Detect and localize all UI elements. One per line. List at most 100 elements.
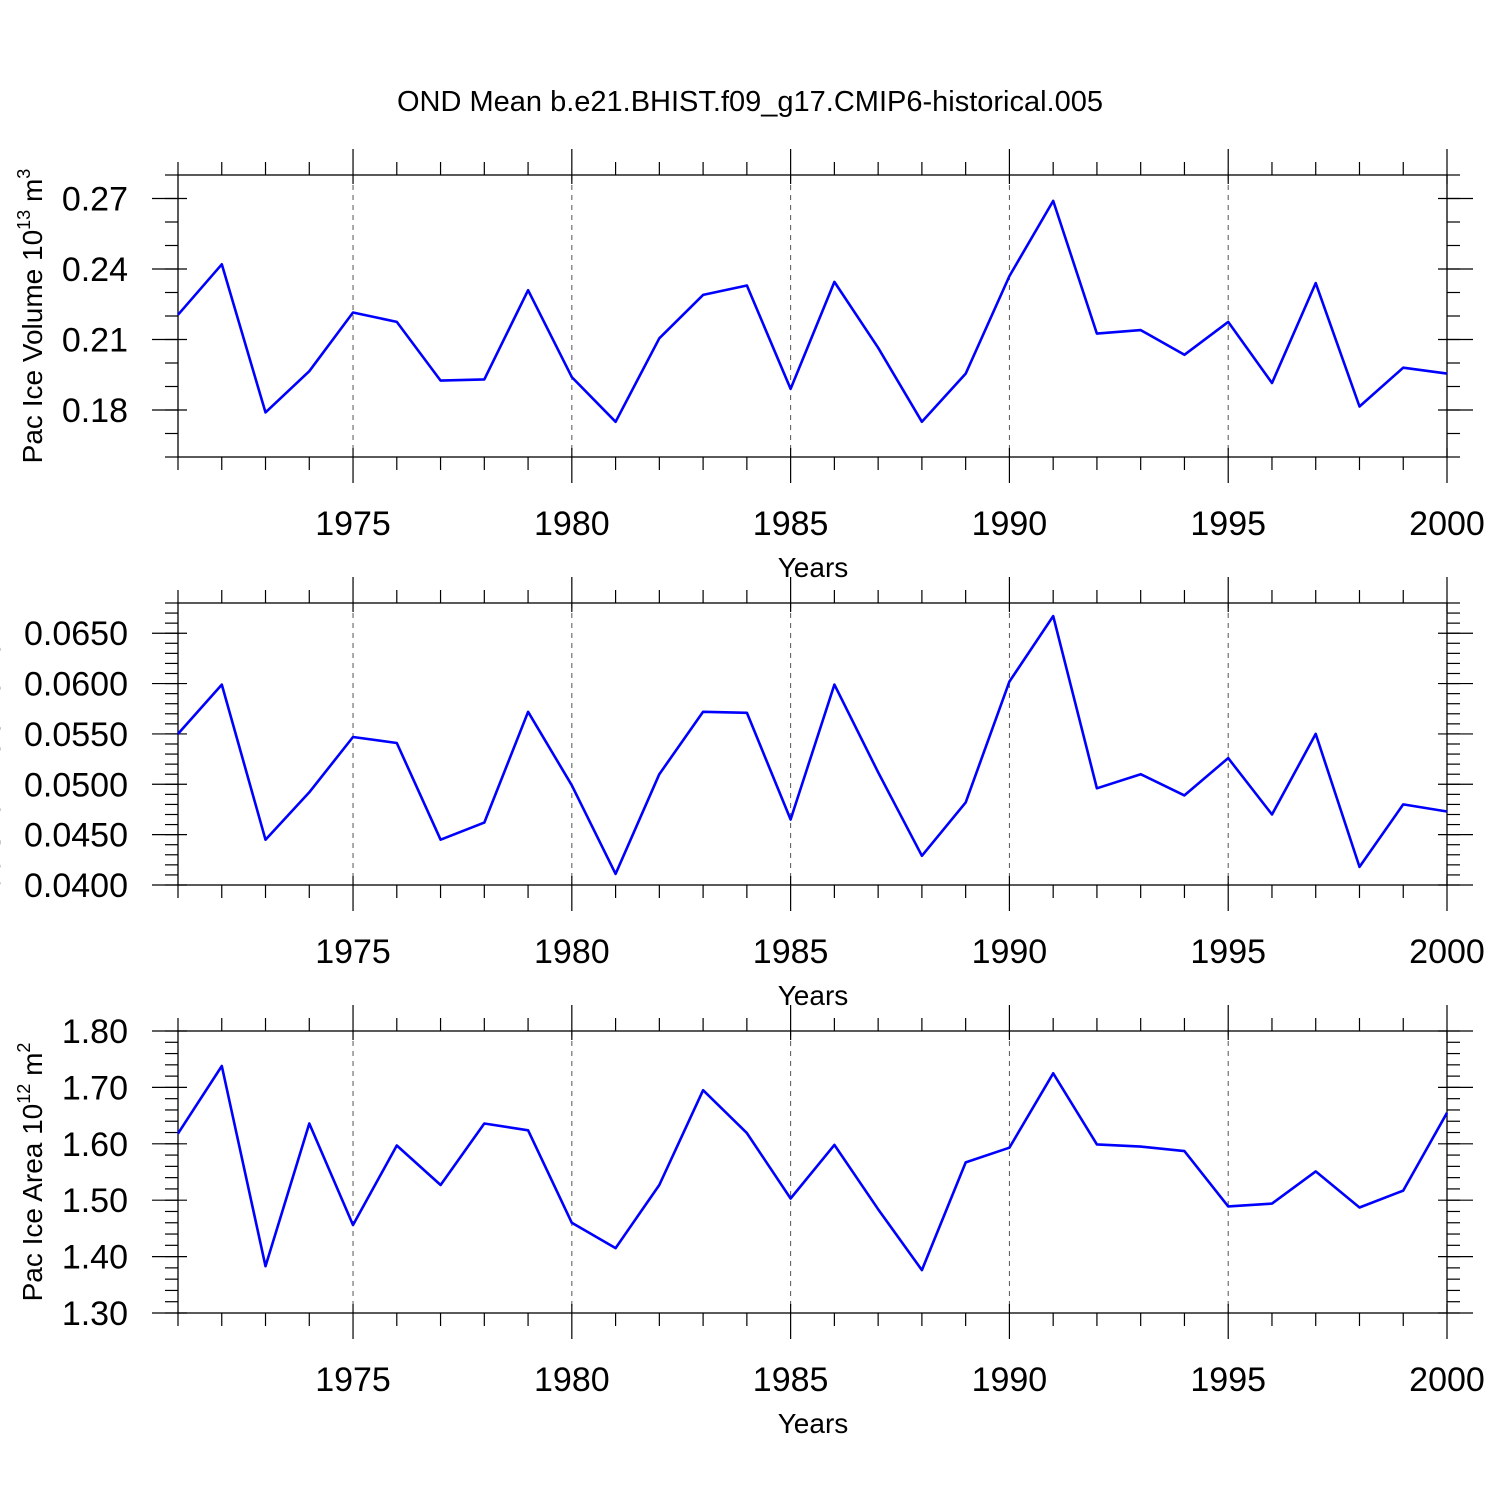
chart-0-point-1981 bbox=[614, 420, 618, 424]
chart-0-series-line bbox=[177, 199, 1448, 424]
chart-2-point-1986 bbox=[832, 1143, 836, 1147]
chart-1-x-tick-label: 1980 bbox=[534, 933, 610, 971]
chart-1-point-1991 bbox=[1051, 614, 1055, 618]
chart-2-x-tick-label: 1985 bbox=[753, 1361, 829, 1399]
chart-0-point-1979 bbox=[526, 288, 530, 292]
chart-1-y-axis-title: Pac Snow Volume 1013 m3 bbox=[0, 580, 6, 907]
chart-2-point-1975 bbox=[351, 1223, 355, 1227]
chart-1-point-1999 bbox=[1401, 802, 1405, 806]
chart-1-x-tick-label: 2000 bbox=[1409, 933, 1485, 971]
chart-2-point-1989 bbox=[964, 1160, 968, 1164]
chart-1-point-1995 bbox=[1226, 756, 1230, 760]
chart-0-point-1984 bbox=[745, 283, 749, 287]
chart-2-point-1971 bbox=[176, 1132, 180, 1136]
chart-1-x-tick-label: 1985 bbox=[753, 933, 829, 971]
chart-0-x-tick-label: 1990 bbox=[972, 505, 1048, 543]
chart-1-point-1971 bbox=[176, 732, 180, 736]
chart-0-point-1972 bbox=[220, 262, 224, 266]
chart-2-point-1992 bbox=[1095, 1142, 1099, 1146]
chart-title: OND Mean b.e21.BHIST.f09_g17.CMIP6-histo… bbox=[397, 86, 1103, 118]
chart-1-point-1985 bbox=[789, 818, 793, 822]
chart-2-point-1988 bbox=[920, 1268, 924, 1272]
chart-0-point-1975 bbox=[351, 310, 355, 314]
chart-0-point-1987 bbox=[876, 346, 880, 350]
chart-0-point-2000 bbox=[1445, 372, 1449, 376]
chart-0-x-tick-label: 1975 bbox=[315, 505, 391, 543]
chart-1-y-tick-label: 0.0400 bbox=[24, 867, 128, 905]
chart-2-x-axis-title: Years bbox=[778, 1408, 849, 1439]
chart-0-y-tick-label: 0.18 bbox=[62, 392, 128, 430]
chart-0-point-1978 bbox=[482, 377, 486, 381]
chart-1-y-tick-label: 0.0600 bbox=[24, 666, 128, 704]
chart-2-point-1994 bbox=[1182, 1149, 1186, 1153]
chart-2-y-tick-label: 1.40 bbox=[62, 1239, 128, 1277]
chart-2-frame bbox=[177, 1030, 1448, 1314]
chart-1-y-tick-label: 0.0500 bbox=[24, 766, 128, 804]
chart-1-point-1984 bbox=[745, 711, 749, 715]
chart-1-x-tick-label: 1995 bbox=[1190, 933, 1266, 971]
chart-0-y-tick-label: 0.27 bbox=[62, 181, 128, 219]
chart-2-point-1991 bbox=[1051, 1071, 1055, 1075]
chart-0-point-1998 bbox=[1357, 404, 1361, 408]
chart-1-point-1987 bbox=[876, 770, 880, 774]
chart-2-point-1974 bbox=[307, 1121, 311, 1125]
chart-2-x-tick-label: 1975 bbox=[315, 1361, 391, 1399]
chart-1-point-1979 bbox=[526, 710, 530, 714]
chart-2-point-1984 bbox=[745, 1131, 749, 1135]
chart-0-point-1980 bbox=[570, 375, 574, 379]
chart-0-point-1994 bbox=[1182, 353, 1186, 357]
chart-1-point-1996 bbox=[1270, 813, 1274, 817]
snow-volume-panel: 0.0400 0.0450 0.0500 0.0550 0.0600 0.0650 1975… bbox=[0, 577, 1485, 1011]
chart-2-x-tick-label: 1980 bbox=[534, 1361, 610, 1399]
chart-1-y-tick-label: 0.0450 bbox=[24, 817, 128, 855]
chart-1-x-tick-label: 1990 bbox=[972, 933, 1048, 971]
ice-area-panel: 1.30 1.40 1.50 1.60 1.70 1.80 1975 1980 1985 1990… bbox=[14, 1005, 1485, 1439]
chart-0-point-1976 bbox=[395, 320, 399, 324]
chart-0-point-1997 bbox=[1314, 281, 1318, 285]
chart-1-point-1974 bbox=[307, 790, 311, 794]
chart-0-x-axis-title: Years bbox=[778, 552, 849, 583]
chart-0-y-tick-label: 0.21 bbox=[62, 322, 128, 360]
chart-0-point-1982 bbox=[657, 336, 661, 340]
ice-volume-panel: 0.18 0.21 0.24 0.27 1975 1980 1985 1990 1995 2000… bbox=[14, 149, 1485, 583]
chart-2-point-1981 bbox=[614, 1246, 618, 1250]
chart-1-point-1989 bbox=[964, 800, 968, 804]
chart-1-y-tick-label: 0.0650 bbox=[24, 615, 128, 653]
chart-2-point-1982 bbox=[657, 1183, 661, 1187]
chart-0-point-1986 bbox=[832, 280, 836, 284]
chart-2-point-1987 bbox=[876, 1207, 880, 1211]
chart-2-y-axis-title: Pac Ice Area 1012 m2 bbox=[14, 1043, 48, 1302]
chart-1-point-1972 bbox=[220, 683, 224, 687]
chart-1-point-2000 bbox=[1445, 809, 1449, 813]
chart-1-point-1983 bbox=[701, 710, 705, 714]
chart-2-x-tick-label: 1995 bbox=[1190, 1361, 1266, 1399]
chart-0-point-1971 bbox=[176, 313, 180, 317]
chart-1-point-1975 bbox=[351, 735, 355, 739]
chart-2-point-1972 bbox=[220, 1064, 224, 1068]
chart-0-point-1989 bbox=[964, 372, 968, 376]
chart-2-y-tick-label: 1.80 bbox=[62, 1013, 128, 1051]
chart-1-point-1982 bbox=[657, 772, 661, 776]
chart-2-point-1980 bbox=[570, 1221, 574, 1225]
chart-1-x-axis-title: Years bbox=[778, 980, 849, 1011]
chart-2-point-1990 bbox=[1007, 1146, 1011, 1150]
chart-1-point-1973 bbox=[264, 838, 268, 842]
chart-1-series-line bbox=[177, 614, 1448, 876]
chart-0-x-tick-label: 1995 bbox=[1190, 505, 1266, 543]
chart-0-y-tick-label: 0.24 bbox=[62, 251, 128, 289]
chart-1-point-1997 bbox=[1314, 732, 1318, 736]
chart-0-point-1995 bbox=[1226, 320, 1230, 324]
chart-0-x-tick-label: 1985 bbox=[753, 505, 829, 543]
chart-1-y-tick-label: 0.0550 bbox=[24, 716, 128, 754]
chart-0-x-tick-label: 1980 bbox=[534, 505, 610, 543]
chart-0-point-1973 bbox=[264, 410, 268, 414]
chart-2-point-1999 bbox=[1401, 1189, 1405, 1193]
chart-0-point-1996 bbox=[1270, 381, 1274, 385]
chart-2-y-tick-label: 1.30 bbox=[62, 1295, 128, 1333]
chart-1-point-1976 bbox=[395, 741, 399, 745]
chart-0-point-1985 bbox=[789, 387, 793, 391]
chart-1-point-1981 bbox=[614, 872, 618, 876]
chart-0-point-1991 bbox=[1051, 199, 1055, 203]
chart-2-y-tick-label: 1.60 bbox=[62, 1126, 128, 1164]
